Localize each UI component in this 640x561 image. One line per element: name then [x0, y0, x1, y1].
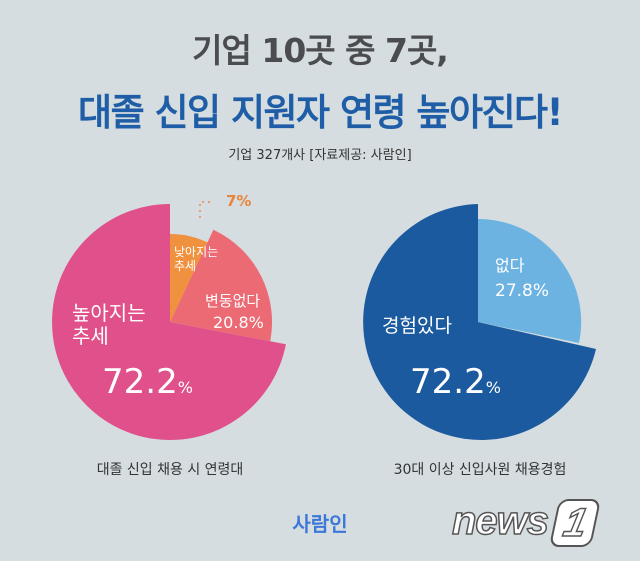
value-pct: %: [177, 378, 193, 397]
left-rising-label: 높아지는 추세: [72, 302, 146, 348]
value-pct: %: [485, 378, 501, 397]
left-rising-value: 72.2%: [102, 362, 193, 402]
right-slice-yes: [363, 204, 596, 440]
right-slice-no: [478, 218, 582, 343]
label-line: 추세: [72, 324, 109, 348]
label-line: 추세: [174, 258, 197, 273]
value-number: 72.2: [102, 362, 178, 402]
left-slice-nochange: [170, 229, 273, 342]
label-line: 낮아지는: [174, 245, 219, 259]
title-line-1: 기업 10곳 중 7곳,: [192, 31, 449, 70]
left-slice-rising: [52, 204, 286, 440]
watermark-text: news: [451, 498, 550, 544]
left-chart-caption: 대졸 신입 채용 시 연령대: [96, 462, 244, 478]
right-no-value: 27.8%: [495, 281, 550, 301]
right-yes-value: 72.2%: [410, 362, 501, 402]
saramin-logo: 사람인: [292, 512, 348, 536]
right-chart-caption: 30대 이상 신입사원 채용경험: [393, 462, 567, 478]
right-yes-label: 경험있다: [382, 315, 452, 337]
right-no-label: 없다: [495, 256, 525, 275]
subtitle: 기업 327개사 [자료제공: 사람인]: [228, 148, 412, 163]
title-line-2: 대졸 신입 지원자 연령 높아진다!: [78, 91, 563, 134]
value-number: 72.2: [410, 362, 486, 402]
news1-watermark: news 1: [451, 498, 602, 548]
watermark-number: 1: [548, 499, 602, 548]
left-nochange-label: 변동없다: [205, 292, 261, 310]
label-line: 높아지는: [72, 301, 146, 325]
left-slice-falling: [170, 234, 208, 322]
left-falling-label: 낮아지는 추세: [174, 245, 219, 274]
left-falling-value: 7%: [226, 192, 252, 210]
leader-line: [199, 201, 214, 218]
left-nochange-value: 20.8%: [213, 313, 264, 332]
